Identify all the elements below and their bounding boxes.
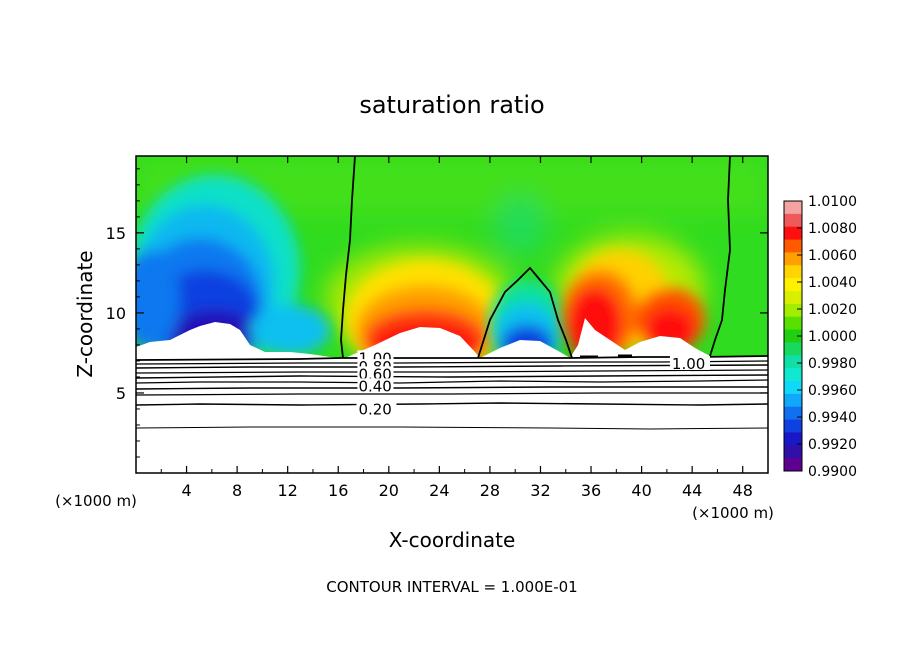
contour-line-10 <box>136 426 768 430</box>
contour-label: 1.00 <box>672 355 705 373</box>
colorbar-band <box>784 213 802 228</box>
contour-label-bg <box>669 355 710 370</box>
colorbar-band <box>784 303 802 318</box>
contour-line-6 <box>136 379 768 384</box>
blank-region-3 <box>570 318 768 362</box>
colorbar-band <box>784 316 802 331</box>
contour-label-bg <box>357 366 394 380</box>
colorbar-band <box>784 342 802 356</box>
colorbar-labels: 1.0100 1.0080 1.0060 1.0040 1.0020 1.0000 0.99… <box>797 194 857 480</box>
contour-line-dome <box>477 266 573 359</box>
colorbar-label: 0.9920 <box>808 437 857 453</box>
colorbar-band <box>784 432 802 446</box>
colorbar-label: 0.9900 <box>808 464 857 480</box>
blank-region-left <box>136 322 345 360</box>
colorbar: 1.0100 1.0080 1.0060 1.0040 1.0020 1.0000 0.99… <box>783 194 857 480</box>
colorbar-label: 0.9960 <box>808 383 857 399</box>
x-tick-label: 4 <box>181 481 191 500</box>
colorbar-band <box>784 252 802 266</box>
contour-label-bg <box>356 401 397 416</box>
x-tick-label: 44 <box>682 481 702 500</box>
y-tick-label: 10 <box>106 304 126 323</box>
colorbar-band <box>784 201 802 215</box>
x-tick-label: 16 <box>328 481 348 500</box>
colorbar-band <box>784 355 802 369</box>
colorbar-label: 1.0040 <box>808 275 857 291</box>
y-axis-ticks: 5 10 15 <box>106 168 768 458</box>
colorbar-label: 0.9980 <box>808 356 857 372</box>
contour-line-9 <box>136 402 768 406</box>
colorbar-band <box>784 419 802 433</box>
colorbar-label: 1.0080 <box>808 221 857 237</box>
contour-label: 0.40 <box>358 377 391 395</box>
colorbar-band <box>784 226 802 241</box>
contour-line-3 <box>136 364 768 369</box>
x-unit-left: (×1000 m) <box>55 492 137 510</box>
contour-line-upper-right <box>709 156 731 357</box>
x-tick-label: 24 <box>429 481 449 500</box>
x-tick-label: 36 <box>581 481 601 500</box>
colorbar-band <box>784 239 802 253</box>
x-tick-label: 28 <box>480 481 500 500</box>
contour-line-upper-left <box>340 156 356 359</box>
colorbar-label: 1.0000 <box>808 329 857 345</box>
colorbar-band <box>784 265 802 279</box>
colorbar-band <box>784 445 802 459</box>
colorbar-band <box>784 458 802 472</box>
colorbar-label: 1.0060 <box>808 248 857 264</box>
contour-line-4 <box>136 369 768 374</box>
x-axis-ticks: 4 8 12 16 20 24 28 32 36 40 44 48 <box>160 156 753 500</box>
colorbar-band <box>784 393 802 408</box>
x-tick-label: 12 <box>278 481 298 500</box>
x-tick-label: 40 <box>631 481 651 500</box>
y-axis-label: Z-coordinate <box>73 250 97 377</box>
contour-labels: 0.950.901.000.800.600.400.201.00 <box>356 349 710 419</box>
contour-line-5 <box>136 374 768 379</box>
colorbar-band <box>784 368 802 382</box>
blank-region-1 <box>345 327 480 358</box>
y-tick-label: 15 <box>106 224 126 243</box>
contour-label-bg <box>357 378 394 392</box>
contour-line-7 <box>136 386 768 390</box>
colorbar-band <box>784 278 802 292</box>
contour-interval-footer: CONTOUR INTERVAL = 1.000E-01 <box>326 578 577 596</box>
x-tick-label: 20 <box>379 481 399 500</box>
y-tick-label: 5 <box>116 384 126 403</box>
colorbar-band <box>784 381 802 395</box>
colorbar-label: 1.0020 <box>808 302 857 318</box>
chart-title: saturation ratio <box>359 91 544 119</box>
colorbar-label: 0.9940 <box>808 410 857 426</box>
x-unit-right: (×1000 m) <box>692 504 774 522</box>
colorbar-band <box>784 406 802 421</box>
blank-region-2 <box>480 340 570 358</box>
plot-area <box>136 156 768 473</box>
contour-label: 0.20 <box>358 401 391 419</box>
x-tick-label: 48 <box>733 481 753 500</box>
colorbar-label: 1.0100 <box>808 194 857 210</box>
plot-frame <box>135 155 769 474</box>
x-tick-label: 32 <box>530 481 550 500</box>
colorbar-band <box>784 329 802 343</box>
x-tick-label: 8 <box>232 481 242 500</box>
colorbar-band <box>784 291 802 305</box>
x-axis-label: X-coordinate <box>389 528 516 552</box>
colorbar-bands <box>784 201 802 472</box>
contour-line-8 <box>136 392 768 396</box>
